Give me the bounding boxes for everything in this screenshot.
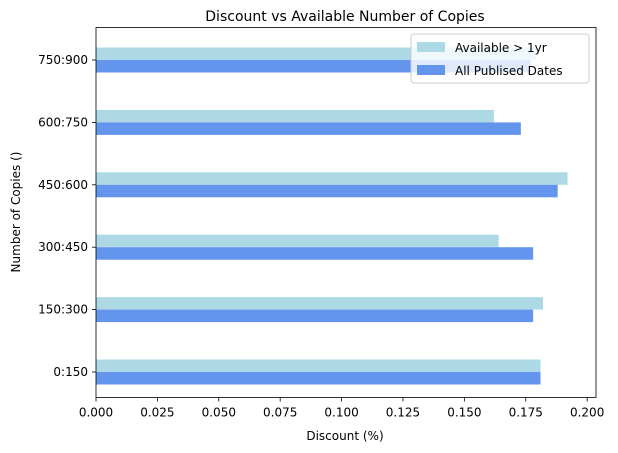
bar-available-0-150: [96, 359, 541, 372]
legend: Available > 1yr All Publised Dates: [410, 33, 590, 84]
y-tick-label: 0:150: [53, 365, 88, 379]
y-tick-label: 750:900: [38, 53, 88, 67]
x-tick-label: 0.025: [140, 406, 174, 420]
y-tick-label: 450:600: [38, 178, 88, 192]
y-tick-label: 300:450: [38, 240, 88, 254]
x-tick-label: 0.125: [386, 406, 420, 420]
bar-all-dates-300-450: [96, 247, 534, 260]
bar-all-dates-150-300: [96, 309, 534, 323]
bar-all-dates-450-600: [96, 184, 558, 198]
x-tick-label: 0.000: [79, 406, 113, 420]
bar-available-450-600: [96, 172, 568, 185]
x-tick-label: 0.100: [324, 406, 358, 420]
bar-all-dates-0-150: [96, 372, 541, 385]
y-tick-label: 150:300: [38, 303, 88, 317]
legend-swatch-available: [417, 42, 445, 52]
bar-available-150-300: [96, 297, 543, 310]
legend-box: [410, 33, 590, 84]
bars-group: [96, 47, 568, 385]
y-axis-label: Number of Copies (): [9, 152, 23, 273]
y-tick-label: 600:750: [38, 115, 88, 129]
x-tick-label: 0.200: [570, 406, 604, 420]
y-ticks: 0:150 150:300 300:450 450:600 600:750 750:900: [38, 53, 96, 379]
legend-swatch-all-dates: [417, 65, 445, 75]
bar-all-dates-600-750: [96, 122, 521, 135]
legend-label-all-dates: All Publised Dates: [455, 64, 563, 78]
legend-label-available: Available > 1yr: [455, 41, 547, 55]
chart-title: Discount vs Available Number of Copies: [205, 9, 484, 25]
x-axis-label: Discount (%): [306, 429, 383, 443]
bar-available-600-750: [96, 109, 494, 123]
x-tick-label: 0.175: [509, 406, 543, 420]
x-tick-label: 0.050: [202, 406, 236, 420]
x-tick-label: 0.075: [263, 406, 297, 420]
x-tick-label: 0.150: [447, 406, 481, 420]
plot-frame: [95, 27, 597, 398]
bar-available-300-450: [96, 234, 499, 248]
x-ticks: 0.000 0.025 0.050 0.075 0.100 0.125 0.150 0.175…: [79, 397, 604, 420]
